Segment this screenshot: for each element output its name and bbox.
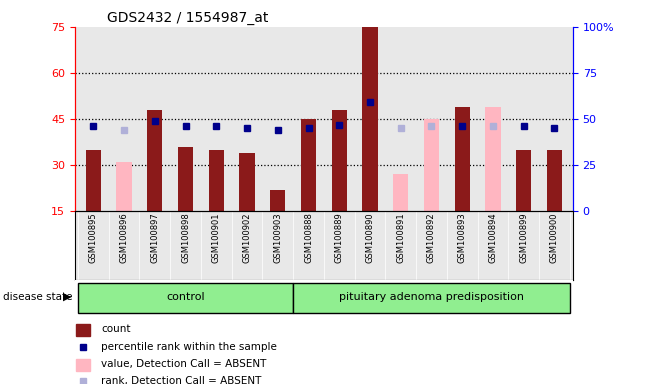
Bar	[331, 110, 347, 211]
Text: GSM100892: GSM100892	[427, 213, 436, 263]
Bar	[547, 150, 562, 211]
Bar	[86, 150, 101, 211]
Text: GSM100898: GSM100898	[181, 213, 190, 263]
Bar	[270, 190, 285, 211]
Text: GSM100895: GSM100895	[89, 213, 98, 263]
Text: GSM100897: GSM100897	[150, 213, 159, 263]
Text: GSM100891: GSM100891	[396, 213, 405, 263]
Bar	[240, 153, 255, 211]
Bar	[363, 27, 378, 211]
Text: GSM100893: GSM100893	[458, 213, 467, 263]
Text: GSM100896: GSM100896	[120, 213, 128, 263]
Bar	[301, 119, 316, 211]
Bar	[293, 283, 570, 313]
Bar	[117, 162, 132, 211]
Text: rank, Detection Call = ABSENT: rank, Detection Call = ABSENT	[101, 376, 262, 384]
Bar	[76, 324, 90, 336]
Text: value, Detection Call = ABSENT: value, Detection Call = ABSENT	[101, 359, 266, 369]
Text: count: count	[101, 324, 131, 334]
Text: GSM100902: GSM100902	[243, 213, 251, 263]
Bar	[485, 107, 501, 211]
Bar	[147, 110, 163, 211]
Text: GSM100900: GSM100900	[550, 213, 559, 263]
Text: ▶: ▶	[63, 292, 72, 302]
Bar	[178, 147, 193, 211]
Text: GSM100890: GSM100890	[365, 213, 374, 263]
Text: GSM100894: GSM100894	[488, 213, 497, 263]
Bar	[454, 107, 470, 211]
Text: GSM100901: GSM100901	[212, 213, 221, 263]
Text: GDS2432 / 1554987_at: GDS2432 / 1554987_at	[107, 11, 269, 25]
Bar	[76, 359, 90, 371]
Text: percentile rank within the sample: percentile rank within the sample	[101, 342, 277, 352]
Text: GSM100899: GSM100899	[519, 213, 528, 263]
Text: GSM100889: GSM100889	[335, 213, 344, 263]
Bar	[393, 174, 408, 211]
Bar	[516, 150, 531, 211]
Bar	[424, 119, 439, 211]
Text: pituitary adenoma predisposition: pituitary adenoma predisposition	[339, 292, 524, 302]
Text: GSM100888: GSM100888	[304, 213, 313, 263]
Text: disease state: disease state	[3, 292, 73, 302]
Text: control: control	[166, 292, 205, 302]
Bar	[78, 283, 293, 313]
Text: GSM100903: GSM100903	[273, 213, 283, 263]
Bar	[208, 150, 224, 211]
